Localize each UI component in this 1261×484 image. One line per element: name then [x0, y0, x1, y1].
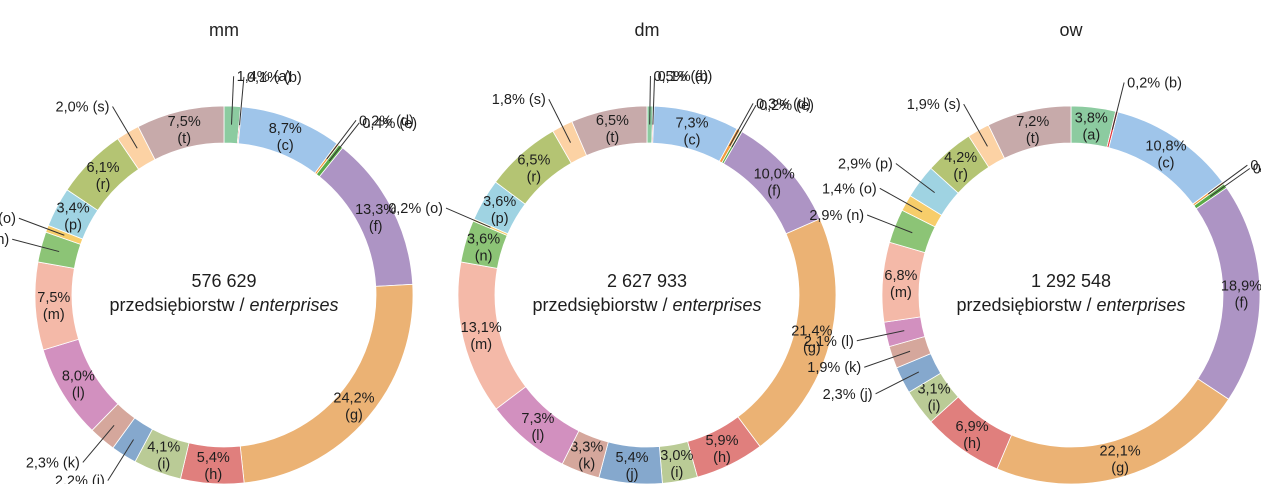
slice-label-j: 5,4% (j) [615, 450, 648, 483]
slice-label-b: 0,1% (b) [658, 69, 713, 85]
leader-line-k [82, 425, 115, 463]
slice-label-j: 2,2% (j) [55, 474, 105, 484]
leader-line-b [239, 76, 245, 126]
slice-label-a: 1,4% (a) [237, 69, 292, 85]
slice-label-n: 2,6% (n) [0, 232, 9, 248]
slice-label-e: 0,4% (e) [362, 116, 417, 132]
chart-title: dm [634, 20, 659, 40]
slice-label-k: 3,3% (k) [570, 439, 603, 472]
slice-label-m: 13,1% (m) [461, 320, 502, 353]
leader-line-a [230, 76, 235, 125]
leader-line-n [12, 238, 60, 253]
center-total: 576 629 [191, 271, 256, 291]
slice-label-g: 24,2% (g) [333, 390, 374, 423]
slice-label-h: 5,9% (h) [705, 433, 738, 466]
slice-label-n: 2,9% (n) [809, 208, 864, 224]
leader-line-d [1208, 164, 1248, 195]
slice-label-c: 7,3% (c) [675, 116, 708, 149]
slice-label-c: 10,8% (c) [1145, 138, 1186, 171]
leader-line-o [445, 207, 491, 228]
slice-label-i: 3,1% (i) [917, 382, 950, 415]
center-total: 2 627 933 [607, 271, 687, 291]
slice-t [137, 105, 225, 161]
leader-line-s [112, 106, 138, 149]
slice-label-p: 3,4% (p) [57, 201, 90, 234]
slice-label-m: 6,8% (m) [884, 268, 917, 301]
slice-label-l: 8,0% (l) [62, 369, 95, 402]
slice-label-p: 3,6% (p) [483, 194, 516, 227]
center-unit: przedsiębiorstw / enterprises [532, 295, 761, 315]
slice-label-d: 0,2% (d) [1250, 158, 1261, 174]
leader-line-k [864, 350, 911, 368]
leader-line-d [326, 119, 357, 160]
slice-label-f: 18,9% (f) [1221, 278, 1261, 311]
leader-line-e [328, 122, 360, 162]
slice-label-n: 3,6% (n) [467, 231, 500, 264]
leader-line-s [548, 99, 571, 143]
slice-label-d: 0,3% (d) [756, 96, 811, 112]
donut-chart-ow: ow 3,8% (a) 10,8% (c) 18,9% (f) 22,1% (g) 6,9% (h)… [804, 20, 1261, 484]
slice-label-g: 22,1% (g) [1100, 443, 1141, 476]
slice-label-f: 10,0% (f) [754, 166, 795, 199]
slice-label-e: 0,4% (e) [1253, 162, 1261, 178]
leader-line-o [18, 217, 65, 236]
slice-label-g: 21,4% (g) [791, 323, 832, 356]
slice-label-r: 6,1% (r) [87, 160, 120, 193]
leader-line-e [731, 104, 757, 148]
slice-t [987, 105, 1072, 159]
slice-label-i: 4,1% (i) [147, 439, 180, 472]
chart-title: mm [209, 20, 239, 40]
leader-line-o [879, 187, 923, 213]
slice-label-t: 7,2% (t) [1016, 114, 1049, 147]
leader-line-l [856, 330, 905, 342]
slice-label-k: 2,3% (k) [26, 455, 80, 471]
slice-label-j: 2,3% (j) [823, 387, 873, 403]
center-unit: przedsiębiorstw / enterprises [956, 295, 1185, 315]
leader-line-b [1111, 82, 1125, 130]
leader-line-p [895, 163, 935, 194]
chart-title: ow [1059, 20, 1083, 40]
center-unit: przedsiębiorstw / enterprises [109, 295, 338, 315]
slice-label-l: 2,1% (l) [804, 334, 854, 350]
leader-line-d [729, 103, 754, 147]
leader-line-b [652, 76, 656, 125]
leader-line-j [107, 439, 134, 481]
slice-label-p: 2,9% (p) [838, 157, 893, 173]
slice-t [571, 105, 648, 157]
leader-line-j [875, 371, 920, 395]
slice-label-a: 3,8% (a) [1075, 111, 1108, 144]
leader-line-a [649, 76, 651, 125]
slice-label-d: 0,2% (d) [359, 113, 414, 129]
slice-label-i: 3,0% (i) [660, 448, 693, 481]
slice-label-c: 8,7% (c) [269, 121, 302, 154]
slice-label-h: 5,4% (h) [197, 450, 230, 483]
slice-label-l: 7,3% (l) [521, 411, 554, 444]
slice-label-o: 0,2% (o) [388, 201, 443, 217]
donut-chart-dm: dm 7,3% (c) 10,0% (f) 21,4% (g) 5,9% (h) 3,0% (i) 5… [388, 20, 837, 484]
donut-chart-mm: mm 8,7% (c) 13,3% (f) 24,2% (g) 5,4% (h) 4,1% (i) 8… [0, 20, 417, 484]
slice-label-t: 6,5% (t) [596, 113, 629, 146]
leader-line-s [963, 103, 988, 147]
slice-label-k: 1,9% (k) [807, 360, 861, 376]
slice-label-h: 6,9% (h) [956, 419, 989, 452]
slice-label-m: 7,5% (m) [37, 290, 70, 323]
slice-label-o: 0,6% (o) [0, 211, 16, 227]
leader-line-n [866, 214, 913, 234]
center-total: 1 292 548 [1031, 271, 1111, 291]
slice-label-s: 2,0% (s) [56, 99, 110, 115]
slice-label-f: 13,3% (f) [355, 202, 396, 235]
slice-label-o: 1,4% (o) [822, 181, 877, 197]
slice-label-b: 0,1% (b) [247, 70, 302, 86]
slice-label-s: 1,8% (s) [492, 92, 546, 108]
leader-line-e [1209, 168, 1251, 197]
slice-label-t: 7,5% (t) [168, 114, 201, 147]
slice-label-b: 0,2% (b) [1127, 76, 1182, 92]
slice-label-s: 1,9% (s) [907, 97, 961, 113]
slice-label-r: 4,2% (r) [944, 150, 977, 183]
slice-label-r: 6,5% (r) [517, 152, 550, 185]
slice-label-e: 0,2% (e) [759, 98, 814, 114]
slice-label-a: 0,5% (a) [653, 69, 708, 85]
